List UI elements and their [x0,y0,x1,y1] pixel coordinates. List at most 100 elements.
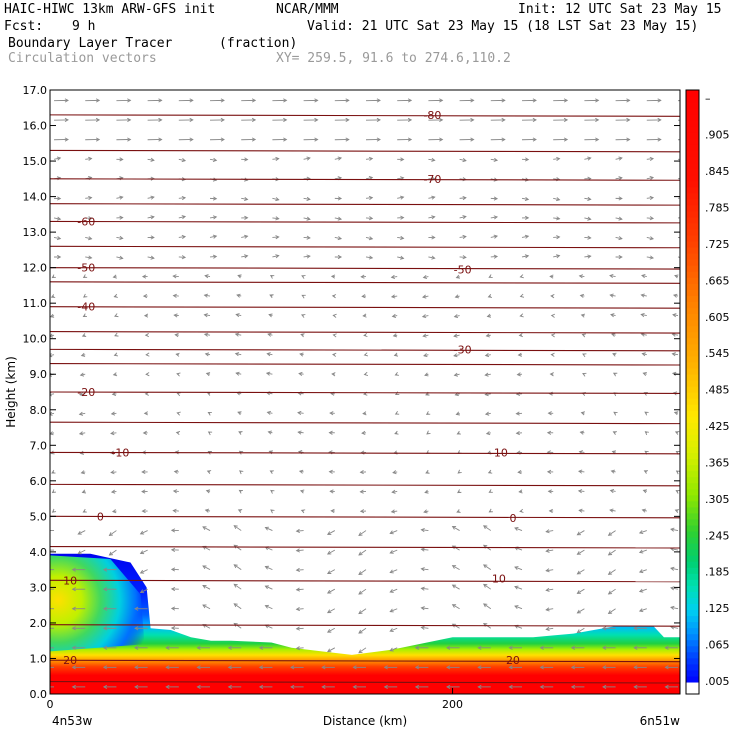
colorbar-band [686,506,699,514]
wind-vector [550,313,556,318]
wind-vector [172,508,179,513]
wind-vector [578,469,585,474]
wind-vector [553,117,569,123]
wind-vector [78,431,86,436]
wind-vector [425,411,431,415]
contour-label: 0 [97,510,104,523]
wind-vector [615,216,623,221]
wind-vector [360,450,367,455]
wind-vector [209,215,218,220]
wind-vector [241,117,257,123]
wind-vector [580,411,586,416]
colorbar-band [686,651,699,659]
wind-vector [172,489,179,494]
wind-vector [487,469,493,474]
wind-vector [51,469,56,474]
wind-vector [453,372,460,377]
wind-vector [615,117,631,123]
colorbar-label: .665 [705,274,730,287]
wind-vector [141,489,148,494]
wind-vector [147,215,155,220]
wind-vector [54,98,69,103]
wind-vector [295,548,304,553]
wind-vector [50,588,55,590]
wind-vector [298,371,304,377]
isotherm-line [50,114,680,117]
wind-vector [50,608,55,610]
wind-vector [50,294,56,298]
wind-vector [82,313,87,318]
wind-vector [422,333,429,338]
wind-vector [295,626,304,631]
wind-vector [539,684,554,689]
wind-vector [241,157,249,162]
wind-vector [607,549,616,556]
wind-vector [545,529,554,534]
colorbar-band [686,464,699,472]
wind-vector [393,352,399,357]
wind-vector [178,98,194,103]
wind-vector [453,353,460,358]
wind-vector [641,274,647,279]
wind-vector [550,333,556,338]
wind-vector [269,470,274,475]
wind-vector [196,684,211,689]
wind-vector [508,665,522,670]
colorbar-band [686,192,699,200]
wind-vector [521,196,530,202]
colorbar-band [686,434,699,441]
wind-vector [203,313,211,318]
wind-vector [142,430,148,435]
wind-vector [359,509,367,514]
wind-vector [389,569,398,574]
colorbar-label: .305 [705,493,730,506]
wind-vector [671,332,679,337]
colorbar-band [686,102,699,109]
wind-vector [272,156,280,161]
wind-vector [638,549,647,554]
colorbar-band [686,259,699,266]
y-tick-label: 0.0 [30,688,48,701]
wind-vector [141,274,148,279]
wind-vector [455,274,461,279]
wind-vector [269,294,274,299]
wind-vector [358,569,367,576]
colorbar-band [686,307,699,315]
wind-vector [548,391,554,396]
wind-vector [646,117,662,123]
wind-vector [391,489,398,494]
wind-vector [108,549,117,556]
y-tick-label: 7.0 [30,439,48,452]
wind-vector [295,567,304,573]
colorbar-band [686,114,699,121]
wind-vector [114,313,119,318]
colorbar-band [686,108,699,115]
colorbar-band [686,204,699,212]
wind-vector [642,372,647,376]
wind-vector [602,684,616,689]
colorbar-band [686,392,699,399]
wind-vector [170,567,179,572]
wind-vector [50,569,55,571]
wind-vector [394,371,399,376]
wind-vector [451,604,460,610]
colorbar-band [686,585,699,592]
colorbar-label: .365 [705,456,730,469]
colorbar-band [686,621,699,629]
colorbar-band [686,373,699,381]
wind-vector [670,586,679,591]
wind-vector [334,236,343,241]
x-endpoint-right: 6n51w [640,714,681,728]
circulation-vectors [50,98,680,689]
wind-vector [518,333,523,338]
wind-vector [576,588,585,594]
wind-vector [664,684,678,689]
wind-vector [646,195,655,200]
colorbar-band [686,675,699,683]
wind-vector [102,665,117,670]
wind-vector [459,195,467,201]
wind-vector [204,352,211,357]
wind-vector [422,274,429,280]
wind-vector [358,530,367,536]
colorbar-band [686,355,699,363]
